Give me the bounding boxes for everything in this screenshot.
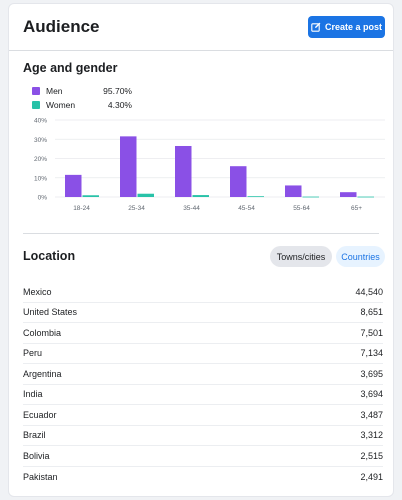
legend-swatch-women — [32, 101, 40, 109]
location-name: Brazil — [23, 430, 46, 441]
location-value: 7,501 — [360, 327, 383, 338]
bar-women-18-24[interactable] — [82, 195, 100, 197]
bar-women-45-54[interactable] — [247, 196, 265, 198]
legend-label-men: Men — [46, 86, 63, 96]
bar-women-55-64[interactable] — [302, 196, 320, 198]
page-title: Audience — [23, 17, 100, 36]
location-row: Peru 7,134 — [23, 344, 383, 364]
x-tick-label: 45-54 — [238, 205, 255, 212]
age-gender-title: Age and gender — [23, 61, 118, 75]
location-value: 44,540 — [355, 286, 383, 297]
location-name: United States — [23, 307, 78, 318]
location-name: Pakistan — [23, 471, 58, 482]
bar-men-65+[interactable] — [340, 192, 357, 197]
location-name: Peru — [23, 348, 43, 359]
legend-swatch-men — [32, 87, 40, 95]
y-tick-label: 40% — [34, 118, 47, 125]
towns-cities-toggle[interactable]: Towns/cities — [270, 246, 332, 267]
location-title: Location — [23, 249, 76, 263]
location-row: India 3,694 — [23, 385, 383, 405]
bar-men-55-64[interactable] — [285, 185, 302, 197]
location-row: Pakistan 2,491 — [23, 467, 383, 488]
y-tick-label: 10% — [34, 175, 47, 182]
location-name: Mexico — [23, 286, 52, 297]
y-tick-label: 20% — [34, 156, 47, 163]
x-tick-label: 55-64 — [293, 205, 310, 212]
location-name: Ecuador — [23, 409, 57, 420]
bar-women-35-44[interactable] — [192, 195, 210, 197]
bar-women-25-34[interactable] — [137, 193, 155, 197]
audience-card: Audience Create a post Age and gender Me… — [8, 3, 394, 497]
location-row: Mexico 44,540 — [23, 282, 383, 303]
location-row: United States 8,651 — [23, 303, 383, 323]
x-tick-label: 65+ — [351, 205, 362, 212]
bar-men-18-24[interactable] — [65, 174, 82, 197]
y-tick-label: 0% — [38, 195, 48, 202]
section-divider — [23, 233, 379, 234]
create-post-button[interactable]: Create a post — [308, 16, 385, 38]
location-value: 2,491 — [360, 471, 383, 482]
countries-toggle[interactable]: Countries — [336, 246, 385, 267]
location-name: Bolivia — [23, 450, 50, 461]
location-row: Argentina 3,695 — [23, 364, 383, 385]
location-list: Mexico 44,540 United States 8,651 Colombia 7,… — [23, 282, 383, 487]
location-name: India — [23, 389, 43, 400]
legend-value-men: 95.70% — [103, 86, 132, 96]
location-name: Argentina — [23, 368, 62, 379]
location-value: 2,515 — [360, 450, 383, 461]
x-tick-label: 25-34 — [128, 205, 145, 212]
age-gender-chart: 0% 10% 20% 30% 40% 18-24 25-34 35-44 45-54 55-64 6… — [34, 118, 385, 212]
card-header: Audience Create a post — [9, 4, 393, 51]
edit-icon — [311, 22, 321, 32]
chart-legend: Men 95.70% Women 4.30% — [32, 84, 132, 112]
x-tick-label: 18-24 — [73, 205, 90, 212]
location-value: 3,694 — [360, 389, 383, 400]
location-value: 3,695 — [360, 368, 383, 379]
location-row: Ecuador 3,487 — [23, 405, 383, 426]
location-value: 3,487 — [360, 409, 383, 420]
location-name: Colombia — [23, 327, 62, 338]
location-row: Brazil 3,312 — [23, 426, 383, 446]
location-value: 3,312 — [360, 430, 383, 441]
location-value: 7,134 — [360, 348, 383, 359]
location-row: Bolivia 2,515 — [23, 446, 383, 467]
x-tick-label: 35-44 — [183, 205, 200, 212]
legend-label-women: Women — [46, 100, 76, 110]
y-tick-label: 30% — [34, 137, 47, 144]
legend-item-women: Women 4.30% — [32, 98, 132, 112]
bar-men-45-54[interactable] — [230, 166, 247, 197]
location-row: Colombia 7,501 — [23, 323, 383, 344]
location-value: 8,651 — [360, 307, 383, 318]
legend-value-women: 4.30% — [107, 100, 132, 110]
bar-women-65+[interactable] — [357, 196, 375, 198]
legend-item-men: Men 95.70% — [32, 84, 132, 98]
bar-men-35-44[interactable] — [175, 145, 192, 197]
create-post-label: Create a post — [324, 22, 383, 32]
bar-men-25-34[interactable] — [120, 136, 137, 197]
